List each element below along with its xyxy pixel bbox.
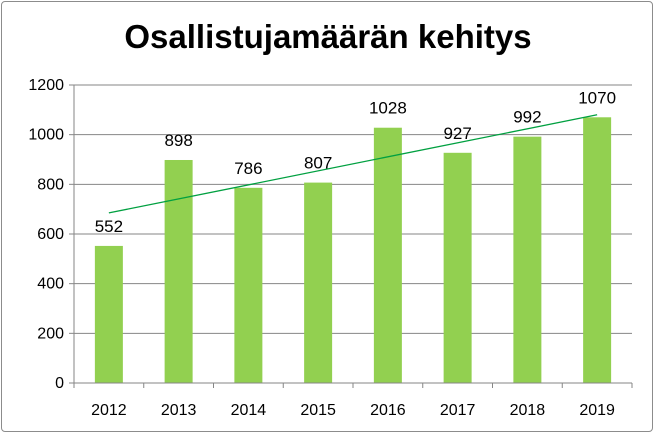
trendline (108, 114, 598, 214)
bar-2017 (443, 152, 472, 383)
x-tick-label: 2012 (91, 402, 127, 419)
bar-2015 (304, 182, 333, 383)
y-tick-label: 200 (37, 325, 64, 342)
data-label: 898 (164, 131, 192, 150)
y-tick-label: 1200 (28, 77, 64, 94)
y-tick-label: 600 (37, 226, 64, 243)
data-label: 1070 (578, 88, 616, 107)
x-tick-label: 2014 (231, 402, 267, 419)
data-label: 1028 (369, 99, 407, 118)
bar-2018 (513, 136, 542, 383)
bar-2016 (373, 127, 402, 383)
chart-title: Osallistujamäärän kehitys (124, 18, 532, 55)
gridlines (74, 84, 632, 334)
data-label: 552 (95, 217, 123, 236)
bar-2014 (234, 187, 263, 383)
bar-2013 (164, 159, 193, 383)
x-tick-labels: 2012 2013 2014 2015 2016 2017 2018 2019 (91, 402, 615, 419)
y-tick-label: 0 (55, 375, 64, 392)
x-tick-label: 2019 (579, 402, 615, 419)
x-tick-label: 2015 (300, 402, 336, 419)
y-tick-labels: 0 200 400 600 800 1000 1200 (28, 77, 64, 392)
data-label: 786 (234, 159, 262, 178)
linear-trendline (108, 114, 598, 214)
y-tick-label: 1000 (28, 127, 64, 144)
bar-2012 (94, 245, 123, 383)
data-label: 807 (304, 154, 332, 173)
axes (69, 84, 633, 388)
x-tick-label: 2017 (440, 402, 476, 419)
data-label: 992 (513, 108, 541, 127)
data-label: 927 (443, 124, 471, 143)
data-labels: 552 898 786 807 1028 927 992 1070 (95, 88, 616, 236)
x-tick-label: 2016 (370, 402, 406, 419)
x-tick-label: 2013 (161, 402, 197, 419)
x-tick-label: 2018 (510, 402, 546, 419)
bar-2019 (583, 117, 612, 384)
y-tick-label: 400 (37, 276, 64, 293)
bars (94, 117, 612, 384)
y-tick-label: 800 (37, 176, 64, 193)
